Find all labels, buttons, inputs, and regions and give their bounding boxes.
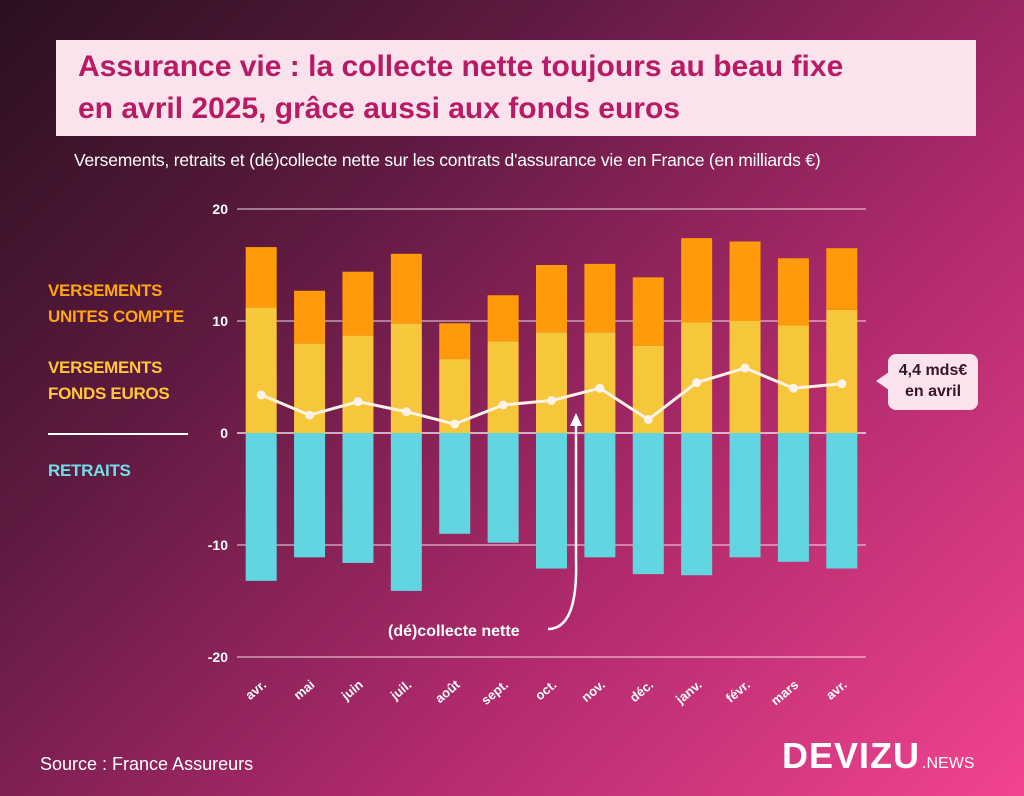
y-tick-label: -10: [208, 537, 228, 553]
x-tick-label: mai: [291, 677, 318, 703]
x-tick-label: avr.: [823, 677, 850, 703]
bar-fonds-euros: [390, 323, 422, 433]
net-point: [353, 397, 363, 407]
callout-tail: [876, 372, 889, 390]
net-point: [740, 363, 750, 373]
x-tick-label: déc.: [627, 677, 657, 705]
bar-unites-compte: [487, 295, 519, 342]
x-tick-label: mars: [768, 677, 801, 708]
net-point: [450, 419, 460, 429]
bar-fonds-euros: [245, 307, 277, 433]
legend-fe-line2: FONDS EUROS: [48, 384, 170, 403]
net-annotation-arrowhead: [570, 413, 582, 426]
bar-layer: [245, 238, 858, 591]
bar-unites-compte: [342, 271, 374, 336]
legend-fonds-euros: VERSEMENTS FONDS EUROS: [48, 355, 170, 407]
net-point: [401, 407, 411, 417]
net-annotation-label: (dé)collecte nette: [388, 623, 520, 640]
bar-unites-compte: [439, 323, 471, 360]
bar-unites-compte: [632, 277, 664, 346]
callout-line1: 4,4 mds€: [898, 362, 968, 379]
title-box: Assurance vie : la collecte nette toujou…: [56, 40, 976, 136]
bar-retraits: [729, 433, 761, 558]
brand-sub: .NEWS: [922, 755, 975, 772]
bar-retraits: [390, 433, 422, 591]
y-tick-label: 10: [212, 313, 228, 329]
bar-fonds-euros: [342, 335, 374, 433]
net-point: [837, 379, 847, 389]
bar-unites-compte: [294, 290, 326, 344]
bar-retraits: [681, 433, 713, 576]
bar-unites-compte: [826, 248, 858, 310]
x-tick-label: janv.: [672, 677, 704, 708]
y-tick-label: 20: [212, 201, 228, 217]
legend-fe-line1: VERSEMENTS: [48, 358, 163, 377]
x-tick-label: oct.: [532, 677, 559, 703]
brand-main: DEVIZU: [782, 735, 921, 776]
net-point: [643, 415, 653, 425]
bar-unites-compte: [729, 241, 761, 321]
y-tick-label: 0: [220, 425, 228, 441]
net-annotation: (dé)collecte nette: [388, 413, 582, 640]
bar-fonds-euros: [487, 341, 519, 433]
title-line-2: en avril 2025, grâce aussi aux fonds eur…: [78, 92, 680, 125]
x-tick-label: sept.: [478, 677, 511, 708]
bar-fonds-euros: [681, 322, 713, 433]
bar-retraits: [342, 433, 374, 563]
bar-retraits: [826, 433, 858, 569]
bar-fonds-euros: [826, 309, 858, 433]
bar-retraits: [439, 433, 471, 534]
source-note: Source : France Assureurs: [40, 754, 254, 774]
x-tick-label: juin: [338, 677, 366, 704]
brand-logo: DEVIZU .NEWS: [782, 735, 974, 777]
net-annotation-arrow: [547, 418, 578, 631]
bar-unites-compte: [777, 258, 809, 326]
bar-fonds-euros: [536, 332, 567, 433]
title-line-1: Assurance vie : la collecte nette toujou…: [78, 50, 844, 83]
legend-uc-line2: UNITES COMPTE: [48, 307, 184, 326]
net-point: [788, 383, 798, 393]
net-point: [547, 396, 556, 406]
bar-unites-compte: [536, 265, 567, 333]
bar-retraits: [632, 433, 664, 575]
bar-retraits: [777, 433, 809, 562]
net-point: [305, 410, 315, 420]
y-tick-label: -20: [208, 649, 228, 665]
chart-subtitle: Versements, retraits et (dé)collecte net…: [74, 150, 821, 170]
bar-retraits: [487, 433, 519, 543]
net-line-layer: [256, 363, 847, 429]
net-point: [595, 383, 605, 393]
net-point: [256, 390, 266, 400]
callout-line2: en avril: [904, 383, 962, 400]
x-tick-label: août: [432, 676, 463, 706]
x-tick-label: févr.: [723, 677, 753, 706]
bar-retraits: [584, 433, 616, 558]
bar-unites-compte: [584, 263, 616, 333]
bar-retraits: [245, 433, 277, 581]
net-point: [498, 400, 508, 410]
bar-retraits: [294, 433, 326, 558]
legend-divider: [48, 433, 188, 435]
legend-retraits: RETRAITS: [48, 461, 131, 480]
bar-unites-compte: [390, 253, 422, 324]
bar-unites-compte: [681, 238, 713, 323]
callout-april: 4,4 mds€ en avril: [888, 354, 978, 410]
bar-fonds-euros: [584, 332, 616, 433]
x-tick-label: nov.: [578, 677, 607, 705]
x-tick-label: juil.: [387, 677, 415, 704]
net-point: [692, 378, 702, 388]
legend-unites-compte: VERSEMENTS UNITES COMPTE: [48, 278, 184, 330]
bar-fonds-euros: [777, 325, 809, 433]
bar-retraits: [536, 433, 567, 569]
bar-unites-compte: [245, 247, 277, 308]
bar-fonds-euros: [729, 321, 761, 433]
x-tick-label: avr.: [242, 677, 269, 703]
legend-uc-line1: VERSEMENTS: [48, 281, 163, 300]
